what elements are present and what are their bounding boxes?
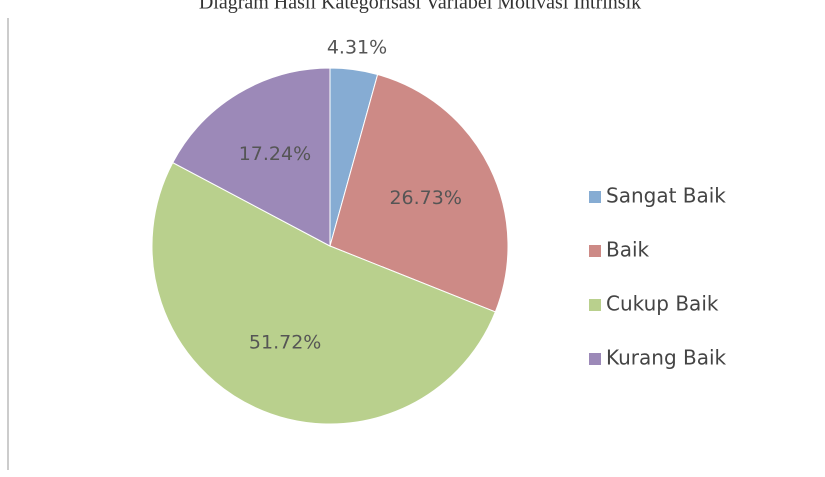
legend-swatch [589, 353, 601, 365]
pie-slice [151, 161, 496, 425]
legend-swatch [589, 299, 601, 311]
legend-label: Baik [606, 238, 650, 262]
data-label: 51.72% [249, 331, 321, 353]
legend-label: Sangat Baik [606, 184, 726, 208]
legend-label: Cukup Baik [606, 292, 719, 316]
legend-swatch [589, 245, 601, 257]
chart-title: Diagram Hasil Kategorisasi Variabel Moti… [199, 0, 641, 14]
data-label: 4.31% [327, 36, 387, 58]
data-label: 26.73% [389, 187, 461, 209]
pie-slice [172, 67, 331, 247]
legend-swatch [589, 191, 601, 203]
pie-slice [329, 73, 509, 313]
data-label: 17.24% [239, 143, 311, 165]
legend-label: Kurang Baik [606, 346, 727, 370]
